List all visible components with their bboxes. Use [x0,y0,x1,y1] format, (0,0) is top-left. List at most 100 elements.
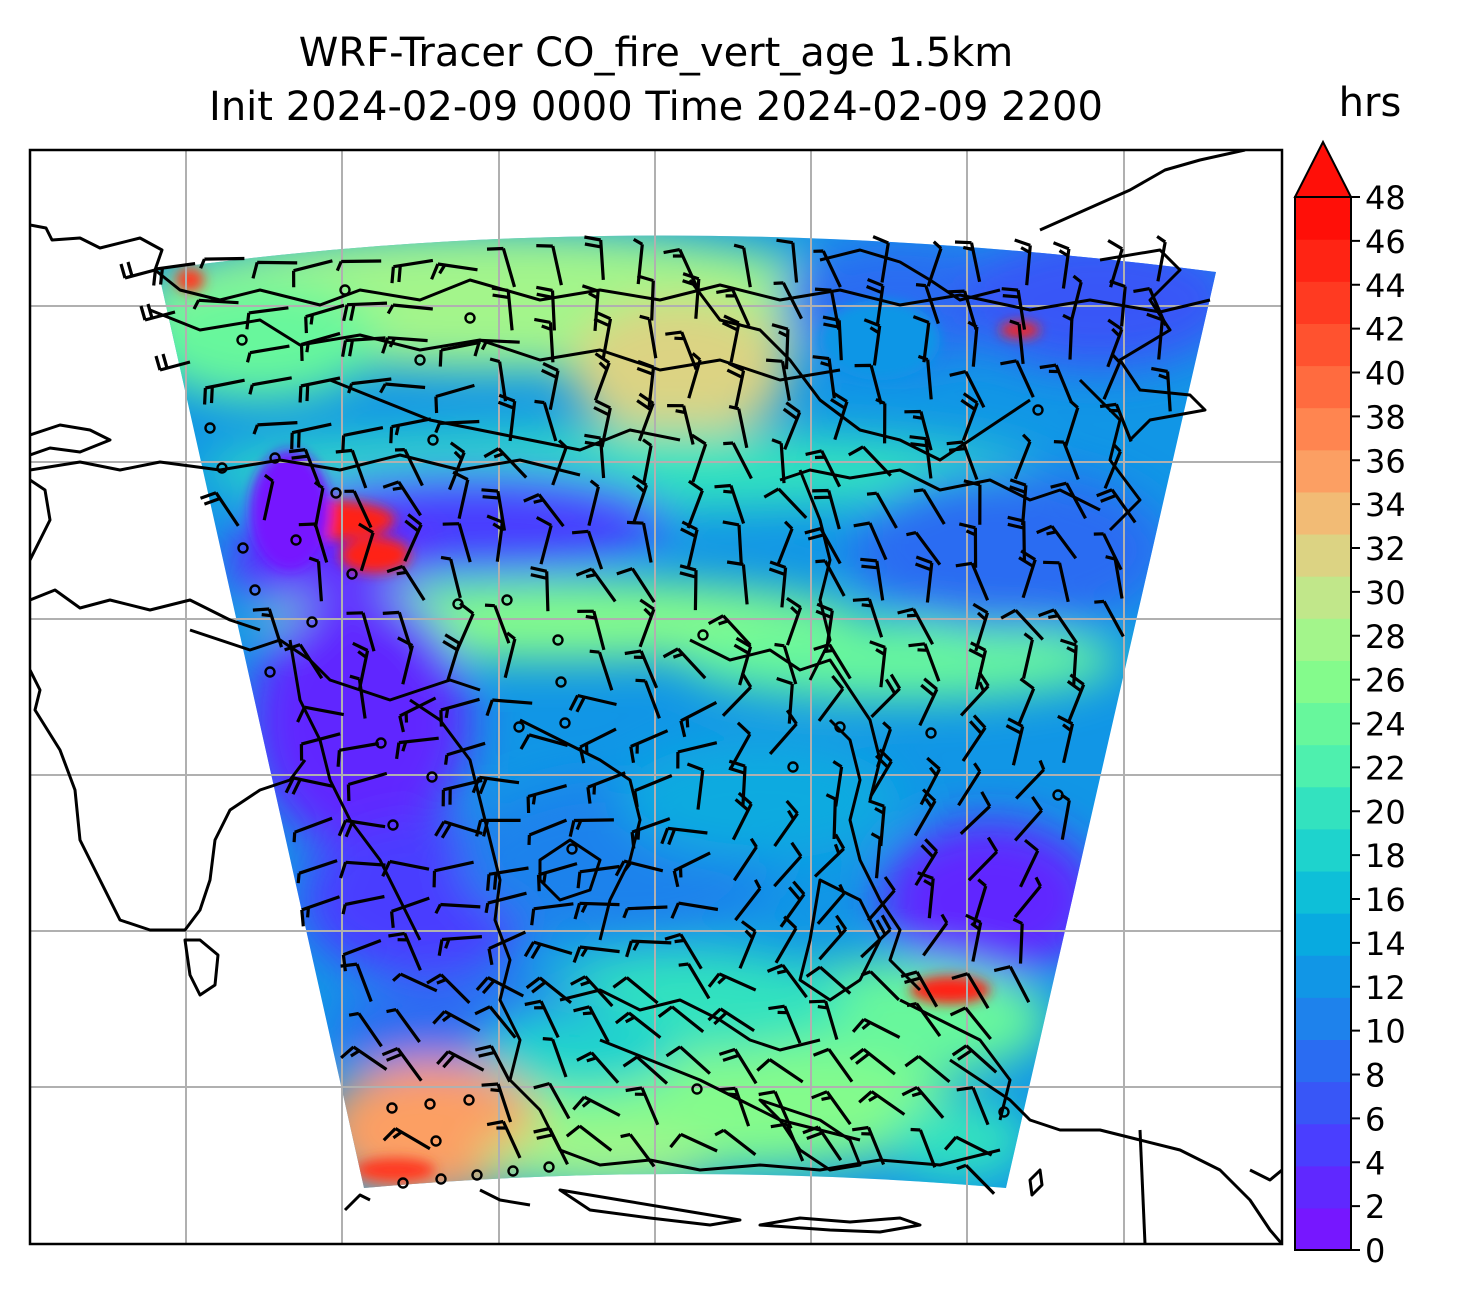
wind-barb [993,965,1031,1003]
colorbar-tick-label: 44 [1365,267,1406,305]
wind-barb [718,1086,751,1127]
wind-barb [776,520,794,567]
wind-barb [341,939,382,972]
calm-wind-circle [1032,404,1044,416]
wind-barb [814,287,841,330]
calm-wind-circle [249,584,261,596]
colorbar-bin [1295,913,1351,956]
colorbar-bin [1295,1165,1351,1209]
wind-barb [965,913,983,962]
colorbar-bin [1295,365,1351,409]
wind-barb [386,1008,421,1043]
wind-barb [768,709,798,755]
wind-barb [299,732,341,761]
wind-barb [733,243,752,288]
wind-barb [731,791,753,841]
colorbar-bin [1295,870,1351,914]
wind-barb [909,435,933,479]
wind-barb [587,479,600,526]
wind-barb [390,896,430,928]
wind-barb [440,555,462,599]
wind-barb [1021,632,1034,679]
wind-barb [486,246,517,288]
wind-barb [926,240,943,287]
wind-barb [338,860,386,879]
calm-wind-circle [204,422,216,434]
wind-barb [728,759,747,807]
wind-barb [487,930,527,966]
wind-barb [586,771,626,804]
wind-barb [756,1058,804,1084]
wind-barb [448,441,466,491]
wind-barb [251,260,298,279]
calm-wind-circle [998,1106,1010,1118]
wind-barb [897,607,935,645]
wind-barb [341,894,385,915]
wind-barb [614,1011,662,1039]
wind-barb [336,741,380,767]
wind-barb [818,914,848,961]
wind-barb [298,522,329,563]
colorbar-bin [1295,533,1351,577]
wind-barb [386,303,433,315]
wind-barb [734,879,762,922]
wind-barb [1069,274,1083,322]
wind-barb [616,567,656,603]
wind-barb [534,317,555,363]
calm-wind-circle [555,676,567,688]
wind-barb [570,975,614,1008]
wind-barb [533,1126,569,1166]
wind-barb [568,693,617,713]
wind-barb [955,561,990,601]
wind-barb [347,377,392,394]
wind-barb [1038,608,1078,644]
wind-barb [474,1044,512,1083]
wind-barb [486,866,529,891]
wind-barb [851,1125,886,1166]
wind-barb [119,261,156,280]
wind-barb [394,448,424,487]
wind-barb [1102,354,1122,400]
wind-barb [854,363,883,405]
wind-barb [573,1005,610,1043]
wind-barb [486,514,505,562]
wind-barb [1050,481,1087,520]
wind-barb [536,244,563,286]
wind-barb [830,391,849,441]
wind-barb [951,972,990,1010]
calm-wind-circle [543,1161,555,1173]
wind-barb [379,382,426,394]
wind-barb [542,1037,568,1078]
wind-barb [1043,560,1070,603]
colorbar-tick-label: 48 [1365,179,1406,217]
wind-barb [766,963,808,999]
wind-barb [298,376,341,403]
calm-wind-circle [236,334,248,346]
wind-barb [968,641,988,690]
colorbar-bin [1295,828,1351,872]
colorbar-bin [1295,1039,1351,1083]
wind-barb [535,285,556,331]
wind-barb [959,791,992,835]
wind-barb [434,820,483,839]
wind-barb [484,603,511,644]
wind-barb [949,370,986,409]
wind-barb [770,1122,805,1162]
wind-barb [203,378,245,405]
wind-barb [382,1127,431,1151]
wind-barb [245,344,290,363]
wind-barb [1018,549,1037,599]
wind-barb [805,449,842,488]
wind-barb [682,272,701,319]
wind-barb [199,256,245,269]
wind-barb [860,557,885,601]
wind-barb [342,301,388,322]
colorbar-bin [1295,1081,1351,1125]
wind-barb [1096,488,1137,524]
calm-wind-circle [691,1083,703,1095]
wind-barb [381,1047,423,1082]
wind-barb [1094,599,1125,638]
wind-barb [1009,478,1028,526]
wind-barb [660,826,708,846]
wind-barb [776,238,799,283]
